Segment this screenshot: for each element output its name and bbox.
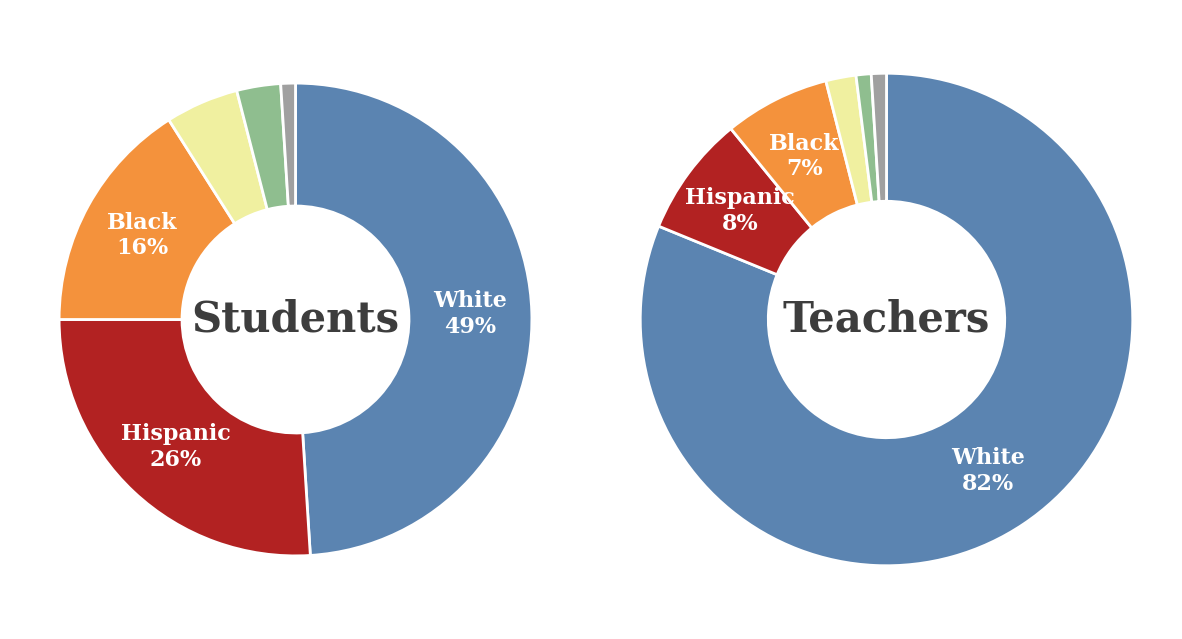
Wedge shape bbox=[826, 75, 872, 205]
Text: White
82%: White 82% bbox=[952, 447, 1025, 495]
Text: Hispanic
26%: Hispanic 26% bbox=[121, 423, 230, 471]
Wedge shape bbox=[236, 84, 288, 210]
Wedge shape bbox=[658, 128, 812, 275]
Wedge shape bbox=[856, 73, 879, 202]
Text: Black
16%: Black 16% bbox=[106, 212, 177, 259]
Wedge shape bbox=[59, 120, 235, 320]
Wedge shape bbox=[296, 83, 532, 555]
Text: Teachers: Teachers bbox=[782, 298, 991, 341]
Text: Black
7%: Black 7% bbox=[769, 133, 839, 180]
Text: Students: Students bbox=[191, 298, 400, 341]
Wedge shape bbox=[280, 83, 296, 206]
Wedge shape bbox=[169, 91, 267, 224]
Wedge shape bbox=[871, 73, 886, 201]
Wedge shape bbox=[59, 320, 311, 556]
Wedge shape bbox=[730, 81, 857, 228]
Wedge shape bbox=[641, 73, 1132, 566]
Text: White
49%: White 49% bbox=[434, 290, 507, 337]
Text: Hispanic
8%: Hispanic 8% bbox=[686, 187, 795, 235]
